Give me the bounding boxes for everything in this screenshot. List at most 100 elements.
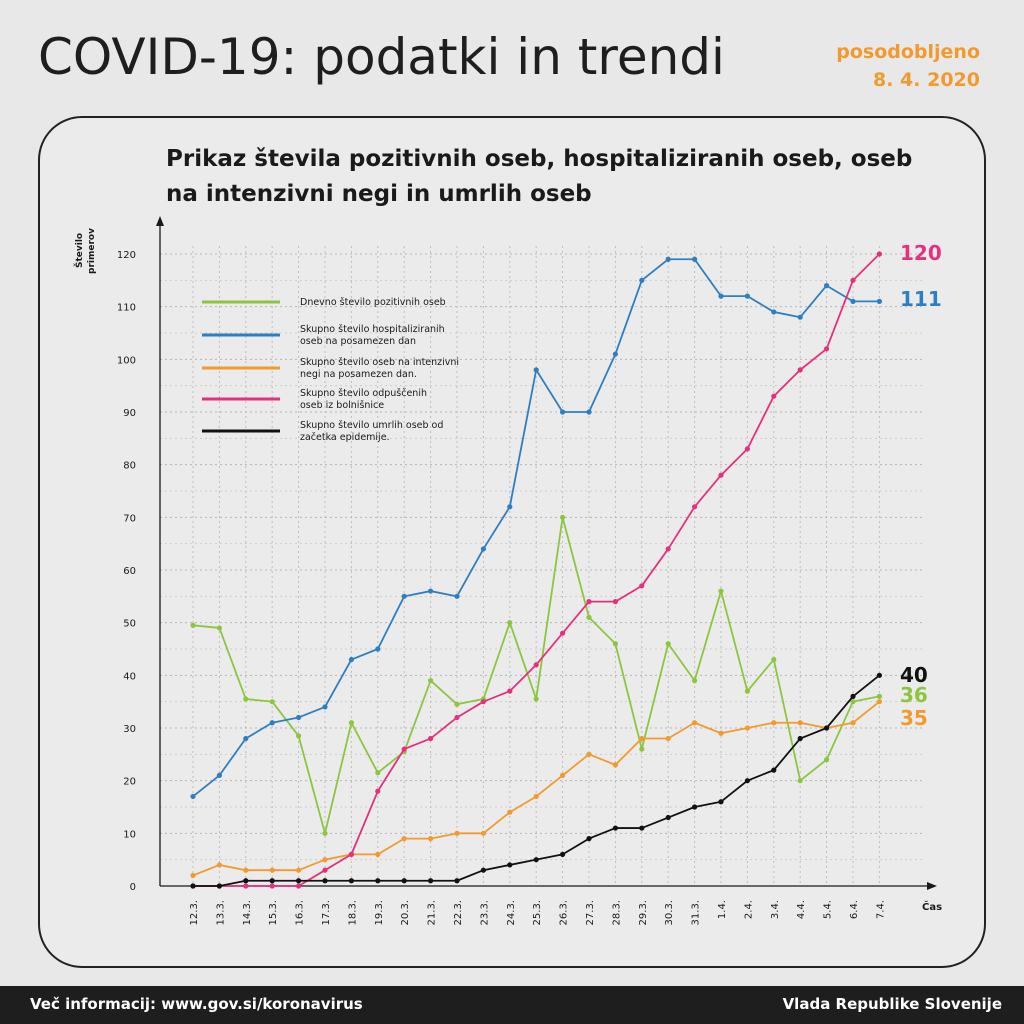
data-point-series-4 bbox=[243, 878, 249, 884]
update-label: posodobljeno bbox=[836, 41, 980, 63]
data-point-series-2 bbox=[586, 751, 592, 757]
data-point-series-3 bbox=[876, 251, 883, 257]
x-tick-label: 17.3. bbox=[321, 900, 332, 925]
data-point-series-1 bbox=[296, 714, 302, 721]
y-tick-label: 60 bbox=[123, 566, 136, 577]
page-title: COVID-19: podatki in trendi bbox=[38, 28, 725, 86]
x-tick-label: 15.3. bbox=[268, 900, 279, 925]
data-point-series-4 bbox=[296, 878, 302, 884]
y-axis-title: Število bbox=[73, 233, 85, 268]
data-point-series-4 bbox=[348, 878, 354, 884]
y-axis-arrow bbox=[156, 216, 164, 226]
data-point-series-2 bbox=[718, 730, 724, 736]
x-tick-label: 3.4. bbox=[770, 900, 781, 919]
data-point-series-1 bbox=[190, 793, 196, 800]
data-point-series-0 bbox=[692, 678, 698, 684]
x-tick-label: 7.4. bbox=[875, 900, 886, 919]
data-point-series-2 bbox=[744, 725, 751, 731]
data-point-series-4 bbox=[612, 825, 619, 831]
y-axis-title: primerov bbox=[87, 228, 97, 274]
data-point-series-1 bbox=[269, 720, 275, 726]
data-point-series-0 bbox=[612, 641, 619, 647]
legend-entry-label: Skupno število umrlih oseb od bbox=[300, 420, 443, 431]
data-point-series-4 bbox=[824, 725, 830, 731]
data-point-series-2 bbox=[533, 793, 539, 800]
data-point-series-0 bbox=[296, 733, 302, 739]
data-point-series-3 bbox=[665, 546, 671, 552]
data-point-series-2 bbox=[216, 862, 222, 868]
x-tick-label: 27.3. bbox=[585, 900, 596, 925]
data-point-series-3 bbox=[771, 393, 777, 399]
data-point-series-4 bbox=[639, 825, 645, 831]
data-point-series-4 bbox=[507, 862, 513, 868]
x-tick-label: 16.3. bbox=[295, 900, 306, 925]
series-end-label: 36 bbox=[900, 683, 928, 707]
footer-info-link[interactable]: Več informacij: www.gov.si/koronavirus bbox=[30, 995, 363, 1013]
y-tick-label: 100 bbox=[117, 355, 136, 366]
data-point-series-2 bbox=[243, 867, 249, 873]
x-tick-label: 23.3. bbox=[479, 900, 490, 925]
data-point-series-2 bbox=[269, 867, 275, 873]
data-point-series-3 bbox=[744, 446, 751, 452]
legend-entry-label: začetka epidemije. bbox=[300, 432, 390, 443]
data-point-series-4 bbox=[876, 672, 883, 678]
data-point-series-2 bbox=[428, 836, 434, 842]
x-tick-label: 14.3. bbox=[242, 900, 253, 925]
x-tick-label: 22.3. bbox=[453, 900, 464, 925]
y-tick-label: 120 bbox=[117, 250, 136, 261]
data-point-series-3 bbox=[507, 688, 513, 694]
y-tick-label: 40 bbox=[123, 671, 136, 682]
data-point-series-0 bbox=[428, 678, 434, 684]
data-point-series-3 bbox=[797, 367, 803, 373]
data-point-series-3 bbox=[612, 599, 619, 605]
data-point-series-3 bbox=[454, 714, 460, 721]
data-point-series-0 bbox=[533, 696, 539, 702]
data-point-series-2 bbox=[665, 735, 671, 742]
y-tick-label: 20 bbox=[123, 777, 136, 788]
data-point-series-1 bbox=[480, 546, 486, 552]
footer-bar: Več informacij: www.gov.si/koronavirus V… bbox=[0, 986, 1024, 1024]
data-point-series-0 bbox=[639, 746, 645, 752]
y-tick-label: 30 bbox=[123, 724, 136, 735]
data-point-series-1 bbox=[692, 256, 698, 262]
data-point-series-1 bbox=[348, 656, 354, 663]
data-point-series-3 bbox=[692, 504, 698, 510]
y-tick-label: 50 bbox=[123, 619, 136, 630]
series-end-label: 120 bbox=[900, 241, 942, 265]
data-point-series-4 bbox=[190, 883, 196, 889]
x-tick-label: 21.3. bbox=[427, 900, 438, 925]
data-point-series-0 bbox=[216, 625, 222, 631]
data-point-series-3 bbox=[480, 699, 486, 705]
data-point-series-4 bbox=[744, 778, 751, 784]
data-point-series-4 bbox=[533, 857, 539, 863]
x-tick-label: 6.4. bbox=[849, 900, 860, 919]
data-point-series-4 bbox=[850, 693, 856, 700]
footer-organization: Vlada Republike Slovenije bbox=[782, 995, 1002, 1013]
data-point-series-1 bbox=[612, 351, 619, 357]
data-point-series-0 bbox=[876, 693, 883, 700]
data-point-series-1 bbox=[322, 704, 328, 710]
x-tick-label: 20.3. bbox=[400, 900, 411, 925]
data-point-series-3 bbox=[375, 788, 381, 794]
data-point-series-4 bbox=[480, 867, 486, 873]
data-point-series-1 bbox=[744, 293, 751, 299]
data-point-series-0 bbox=[243, 696, 249, 702]
data-point-series-3 bbox=[269, 883, 275, 889]
data-point-series-1 bbox=[639, 277, 645, 283]
legend-entry-label: Dnevno število pozitivnih oseb bbox=[300, 297, 446, 308]
data-point-series-1 bbox=[401, 593, 407, 599]
data-point-series-2 bbox=[850, 720, 856, 726]
data-point-series-2 bbox=[876, 699, 883, 705]
y-tick-label: 110 bbox=[117, 303, 136, 314]
data-point-series-3 bbox=[322, 867, 328, 873]
data-point-series-3 bbox=[296, 883, 302, 889]
data-point-series-4 bbox=[797, 735, 803, 742]
data-point-series-2 bbox=[612, 762, 619, 768]
data-point-series-2 bbox=[375, 851, 381, 858]
data-point-series-1 bbox=[560, 409, 566, 415]
y-tick-label: 10 bbox=[123, 829, 136, 840]
data-point-series-0 bbox=[322, 830, 328, 836]
y-tick-label: 70 bbox=[123, 513, 136, 524]
data-point-series-4 bbox=[560, 851, 566, 858]
